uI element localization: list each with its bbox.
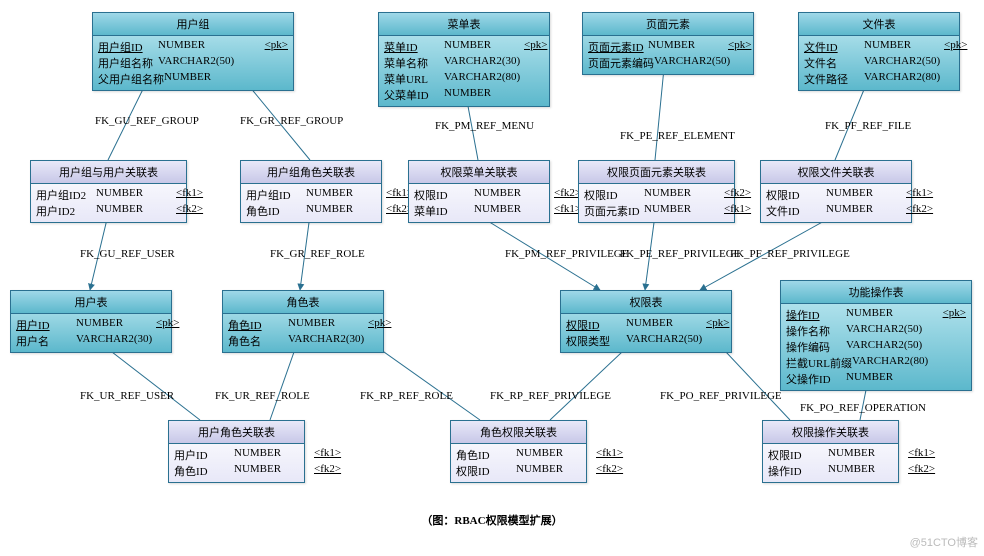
column-row: 操作名称VARCHAR2(50) bbox=[786, 323, 966, 339]
fk-label: FK_PO_REF_PRIVILEGE bbox=[660, 390, 782, 402]
fk-label: FK_RP_REF_ROLE bbox=[360, 390, 453, 402]
entity-title: 权限页面元素关联表 bbox=[579, 161, 734, 184]
column-row: 角色名VARCHAR2(30) bbox=[228, 333, 378, 349]
column-row: 用户组IDNUMBER<fk1> bbox=[246, 187, 376, 203]
column-row: 权限IDNUMBER<fk2> bbox=[414, 187, 544, 203]
column-row: 菜单IDNUMBER<fk1> bbox=[414, 203, 544, 219]
entity-title: 权限表 bbox=[561, 291, 731, 314]
entity-e10: 角色表角色IDNUMBER<pk>角色名VARCHAR2(30) bbox=[222, 290, 384, 353]
entity-title: 用户组 bbox=[93, 13, 293, 36]
fk-label: FK_UR_REF_ROLE bbox=[215, 390, 310, 402]
column-row: 拦截URL前缀VARCHAR2(80) bbox=[786, 355, 966, 371]
entity-title: 功能操作表 bbox=[781, 281, 971, 304]
column-row: 用户组IDNUMBER<pk> bbox=[98, 39, 288, 55]
fk-label: FK_GR_REF_GROUP bbox=[240, 115, 343, 127]
column-row: 角色IDNUMBER<fk2> bbox=[246, 203, 376, 219]
entity-e15: 权限操作关联表权限IDNUMBER<fk1>操作IDNUMBER<fk2> bbox=[762, 420, 899, 483]
column-row: 用户名VARCHAR2(30) bbox=[16, 333, 166, 349]
column-row: 菜单URLVARCHAR2(80) bbox=[384, 71, 544, 87]
fk-label: FK_PM_REF_MENU bbox=[435, 120, 534, 132]
column-row: 文件名VARCHAR2(50) bbox=[804, 55, 954, 71]
entity-title: 角色表 bbox=[223, 291, 383, 314]
entity-e12: 功能操作表操作IDNUMBER<pk>操作名称VARCHAR2(50)操作编码V… bbox=[780, 280, 972, 391]
column-row: 操作编码VARCHAR2(50) bbox=[786, 339, 966, 355]
column-row: 权限IDNUMBER<fk1> bbox=[768, 447, 893, 463]
entity-e2: 页面元素页面元素IDNUMBER<pk>页面元素编码VARCHAR2(50) bbox=[582, 12, 754, 75]
fk-label: FK_GU_REF_GROUP bbox=[95, 115, 199, 127]
entity-e7: 权限页面元素关联表权限IDNUMBER<fk2>页面元素IDNUMBER<fk1… bbox=[578, 160, 735, 223]
entity-title: 页面元素 bbox=[583, 13, 753, 36]
entity-e1: 菜单表菜单IDNUMBER<pk>菜单名称VARCHAR2(30)菜单URLVA… bbox=[378, 12, 550, 107]
column-row: 文件IDNUMBER<fk2> bbox=[766, 203, 906, 219]
column-row: 用户组ID2NUMBER<fk1> bbox=[36, 187, 181, 203]
column-row: 文件路径VARCHAR2(80) bbox=[804, 71, 954, 87]
column-row: 菜单IDNUMBER<pk> bbox=[384, 39, 544, 55]
entity-title: 角色权限关联表 bbox=[451, 421, 586, 444]
entity-e6: 权限菜单关联表权限IDNUMBER<fk2>菜单IDNUMBER<fk1> bbox=[408, 160, 550, 223]
column-row: 文件IDNUMBER<pk> bbox=[804, 39, 954, 55]
column-row: 权限IDNUMBER<fk1> bbox=[766, 187, 906, 203]
entity-title: 用户组角色关联表 bbox=[241, 161, 381, 184]
watermark: @51CTO博客 bbox=[910, 534, 978, 550]
fk-label: FK_UR_REF_USER bbox=[80, 390, 174, 402]
column-row: 操作IDNUMBER<fk2> bbox=[768, 463, 893, 479]
fk-label: FK_PO_REF_OPERATION bbox=[800, 402, 926, 414]
entity-e4: 用户组与用户关联表用户组ID2NUMBER<fk1>用户ID2NUMBER<fk… bbox=[30, 160, 187, 223]
fk-label: FK_PF_REF_PRIVILEGE bbox=[730, 248, 850, 260]
column-row: 页面元素IDNUMBER<fk1> bbox=[584, 203, 729, 219]
fk-label: FK_PE_REF_ELEMENT bbox=[620, 130, 735, 142]
fk-label: FK_GR_REF_ROLE bbox=[270, 248, 365, 260]
entity-e8: 权限文件关联表权限IDNUMBER<fk1>文件IDNUMBER<fk2> bbox=[760, 160, 912, 223]
column-row: 权限类型VARCHAR2(50) bbox=[566, 333, 726, 349]
entity-title: 用户角色关联表 bbox=[169, 421, 304, 444]
fk-label: FK_PM_REF_PRIVILEGE bbox=[505, 248, 628, 260]
entity-e13: 用户角色关联表用户IDNUMBER<fk1>角色IDNUMBER<fk2> bbox=[168, 420, 305, 483]
entity-e5: 用户组角色关联表用户组IDNUMBER<fk1>角色IDNUMBER<fk2> bbox=[240, 160, 382, 223]
entity-e0: 用户组用户组IDNUMBER<pk>用户组名称VARCHAR2(50)父用户组名… bbox=[92, 12, 294, 91]
column-row: 父用户组名称NUMBER bbox=[98, 71, 288, 87]
fk-label: FK_PE_REF_PRIVILEGE bbox=[620, 248, 740, 260]
entity-title: 用户表 bbox=[11, 291, 171, 314]
column-row: 权限IDNUMBER<fk2> bbox=[584, 187, 729, 203]
fk-label: FK_PF_REF_FILE bbox=[825, 120, 911, 132]
entity-e11: 权限表权限IDNUMBER<pk>权限类型VARCHAR2(50) bbox=[560, 290, 732, 353]
entity-title: 用户组与用户关联表 bbox=[31, 161, 186, 184]
column-row: 角色IDNUMBER<pk> bbox=[228, 317, 378, 333]
column-row: 父菜单IDNUMBER bbox=[384, 87, 544, 103]
column-row: 权限IDNUMBER<fk2> bbox=[456, 463, 581, 479]
column-row: 页面元素编码VARCHAR2(50) bbox=[588, 55, 748, 71]
column-row: 操作IDNUMBER<pk> bbox=[786, 307, 966, 323]
fk-label: FK_GU_REF_USER bbox=[80, 248, 175, 260]
column-row: 权限IDNUMBER<pk> bbox=[566, 317, 726, 333]
fk-label: FK_RP_REF_PRIVILEGE bbox=[490, 390, 611, 402]
entity-title: 文件表 bbox=[799, 13, 959, 36]
column-row: 角色IDNUMBER<fk1> bbox=[456, 447, 581, 463]
entity-e9: 用户表用户IDNUMBER<pk>用户名VARCHAR2(30) bbox=[10, 290, 172, 353]
column-row: 用户组名称VARCHAR2(50) bbox=[98, 55, 288, 71]
entity-title: 权限操作关联表 bbox=[763, 421, 898, 444]
column-row: 父操作IDNUMBER bbox=[786, 371, 966, 387]
entity-title: 菜单表 bbox=[379, 13, 549, 36]
column-row: 菜单名称VARCHAR2(30) bbox=[384, 55, 544, 71]
column-row: 角色IDNUMBER<fk2> bbox=[174, 463, 299, 479]
diagram-caption: （图：RBAC权限模型扩展） bbox=[0, 512, 984, 528]
column-row: 用户IDNUMBER<pk> bbox=[16, 317, 166, 333]
entity-title: 权限文件关联表 bbox=[761, 161, 911, 184]
column-row: 用户ID2NUMBER<fk2> bbox=[36, 203, 181, 219]
entity-e3: 文件表文件IDNUMBER<pk>文件名VARCHAR2(50)文件路径VARC… bbox=[798, 12, 960, 91]
entity-e14: 角色权限关联表角色IDNUMBER<fk1>权限IDNUMBER<fk2> bbox=[450, 420, 587, 483]
column-row: 用户IDNUMBER<fk1> bbox=[174, 447, 299, 463]
entity-title: 权限菜单关联表 bbox=[409, 161, 549, 184]
diagram-canvas: { "caption": "（图：RBAC权限模型扩展）", "watermar… bbox=[0, 0, 984, 556]
column-row: 页面元素IDNUMBER<pk> bbox=[588, 39, 748, 55]
